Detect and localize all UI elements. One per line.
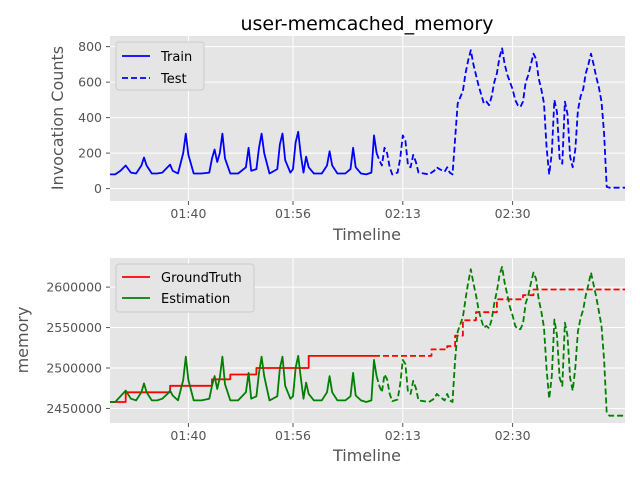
y-tick-label: 2600000 [46, 280, 102, 295]
chart-title: user-memcached_memory [240, 13, 493, 35]
x-tick-label: 01:56 [275, 206, 311, 221]
y-ticks-memory: 2450000 2500000 2550000 2600000 [46, 280, 110, 416]
y-axis-label-invocation-counts: Invocation Counts [48, 46, 67, 190]
y-ticks-invocation-counts: 0 200 400 600 800 [78, 39, 110, 196]
x-tick-label: 02:30 [495, 206, 531, 221]
y-tick-label: 400 [78, 110, 102, 125]
series-line-train [110, 130, 378, 176]
series-lines-memory [110, 266, 625, 417]
series-line-estimation-forecast [375, 266, 625, 417]
x-ticks-invocation-counts: 01:40 01:56 02:13 02:30 [170, 201, 531, 221]
y-tick-label: 2500000 [46, 361, 102, 376]
subplot-invocation-counts: 0 200 400 600 800 01:40 01:56 02:13 02:30 user-… [48, 13, 625, 244]
y-axis-label-memory: memory [13, 307, 32, 374]
y-tick-label: 2450000 [46, 401, 102, 416]
legend-label-test: Test [160, 72, 187, 87]
x-axis-label-bottom: Timeline [332, 446, 401, 465]
x-tick-label: 01:40 [170, 428, 206, 443]
y-tick-label: 2550000 [46, 320, 102, 335]
legend-label-estimation: Estimation [161, 292, 230, 307]
y-tick-label: 0 [94, 181, 102, 196]
x-tick-label: 02:13 [385, 206, 421, 221]
x-ticks-memory: 01:40 01:56 02:13 02:30 [170, 423, 531, 443]
y-tick-label: 600 [78, 75, 102, 90]
legend-box [115, 263, 255, 313]
y-tick-label: 800 [78, 39, 102, 54]
series-lines-invocation-counts [110, 47, 625, 189]
legend-invocation-counts: Train Test [115, 41, 205, 91]
legend-box [115, 41, 205, 91]
legend-label-groundtruth: GroundTruth [161, 271, 242, 286]
x-tick-label: 02:30 [495, 428, 531, 443]
legend-label-train: Train [160, 50, 192, 65]
x-tick-label: 01:56 [275, 428, 311, 443]
x-tick-label: 02:13 [385, 428, 421, 443]
legend-memory: GroundTruth Estimation [115, 263, 255, 313]
x-axis-label-top: Timeline [332, 225, 401, 244]
series-line-test [375, 47, 625, 189]
y-tick-label: 200 [78, 146, 102, 161]
series-line-estimation [110, 355, 378, 403]
series-line-groundtruth-forecast [374, 288, 625, 357]
gridlines-memory [110, 258, 625, 423]
x-tick-label: 01:40 [170, 206, 206, 221]
